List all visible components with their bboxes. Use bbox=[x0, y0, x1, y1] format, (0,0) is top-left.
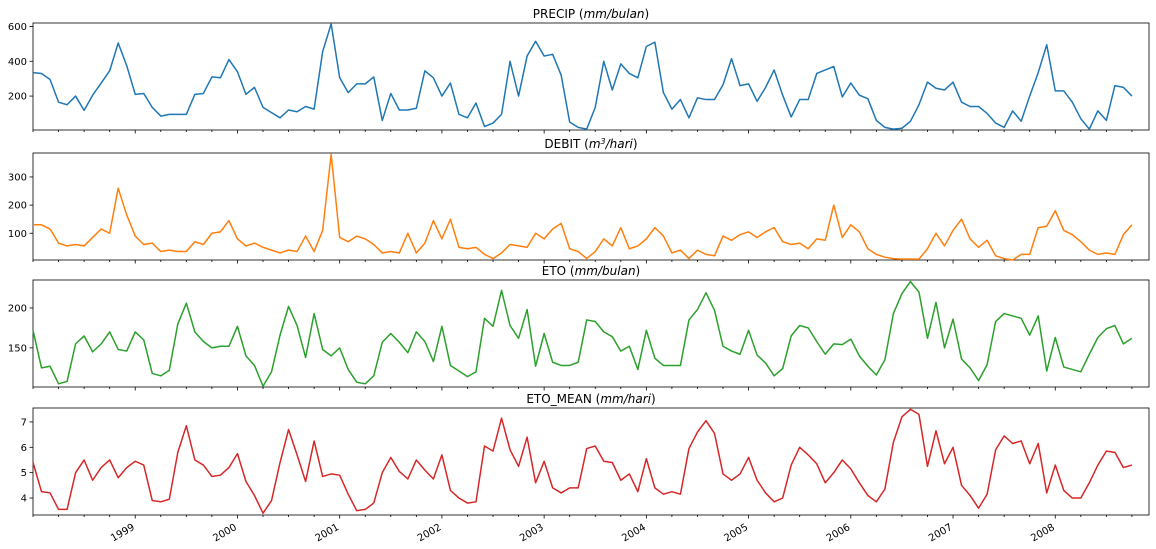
x-tick-label: 2007 bbox=[927, 522, 955, 544]
title-unit: m bbox=[589, 137, 601, 151]
series-line-eto-mean bbox=[32, 408, 1133, 514]
y-tick-label: 150 bbox=[8, 343, 27, 354]
panel-eto-mean: ETO_MEAN (mm/hari) 4 5 6 7 bbox=[21, 392, 1150, 519]
title-unit: mm/bulan bbox=[584, 7, 645, 21]
x-tick-label: 2005 bbox=[723, 522, 751, 544]
chart-title: DEBIT (m3/hari) bbox=[544, 137, 637, 152]
title-close: ) bbox=[645, 7, 650, 21]
y-tick-label: 6 bbox=[21, 443, 27, 454]
x-tick-label: 2000 bbox=[211, 522, 239, 544]
x-tick-label: 2001 bbox=[314, 522, 342, 544]
title-close: ) bbox=[636, 264, 641, 278]
y-tick-label: 100 bbox=[8, 229, 27, 240]
plot-frame bbox=[32, 279, 1150, 388]
panel-precip: PRECIP (mm/bulan) 200 400 600 bbox=[8, 7, 1150, 134]
series-line-debit bbox=[33, 153, 1133, 261]
chart-title: ETO (mm/bulan) bbox=[542, 264, 640, 278]
title-unit-superscript: 3 bbox=[601, 137, 606, 146]
y-tick-label: 200 bbox=[8, 92, 27, 103]
title-close: ) bbox=[651, 392, 656, 406]
title-unit-rest: /hari bbox=[605, 137, 634, 151]
y-tick-label: 200 bbox=[8, 201, 27, 212]
panel-debit: DEBIT (m3/hari) 100 200 300 bbox=[8, 137, 1150, 264]
y-tick-label: 600 bbox=[8, 22, 27, 33]
title-unit: mm/bulan bbox=[575, 264, 636, 278]
x-tick-label: 1999 bbox=[109, 522, 137, 544]
x-tick-label: 2002 bbox=[416, 522, 444, 544]
y-tick-label: 7 bbox=[21, 417, 27, 428]
series-line-eto bbox=[32, 280, 1133, 387]
x-tick-label: 2003 bbox=[518, 522, 546, 544]
title-text: ETO_MEAN ( bbox=[526, 392, 600, 406]
plot-frame bbox=[32, 22, 1150, 131]
chart-title: PRECIP (mm/bulan) bbox=[533, 7, 649, 21]
title-text: PRECIP ( bbox=[533, 7, 584, 21]
chart-title: ETO_MEAN (mm/hari) bbox=[526, 392, 655, 406]
title-text: ETO ( bbox=[542, 264, 575, 278]
panel-eto: ETO (mm/bulan) 150 200 bbox=[8, 264, 1150, 391]
x-tick-label: 2008 bbox=[1029, 522, 1057, 544]
y-tick-label: 5 bbox=[21, 468, 27, 479]
title-close: ) bbox=[633, 137, 638, 151]
series-line-precip bbox=[32, 23, 1133, 130]
plot-frame bbox=[32, 152, 1150, 261]
x-tick-label: 2006 bbox=[825, 522, 853, 544]
x-tick-label: 2004 bbox=[620, 522, 648, 544]
y-tick-label: 300 bbox=[8, 172, 27, 183]
title-text: DEBIT ( bbox=[544, 137, 588, 151]
plot-frame bbox=[32, 407, 1150, 516]
title-unit: mm/hari bbox=[600, 392, 651, 406]
y-tick-label: 200 bbox=[8, 303, 27, 314]
y-tick-label: 400 bbox=[8, 57, 27, 68]
y-tick-label: 4 bbox=[21, 494, 27, 505]
